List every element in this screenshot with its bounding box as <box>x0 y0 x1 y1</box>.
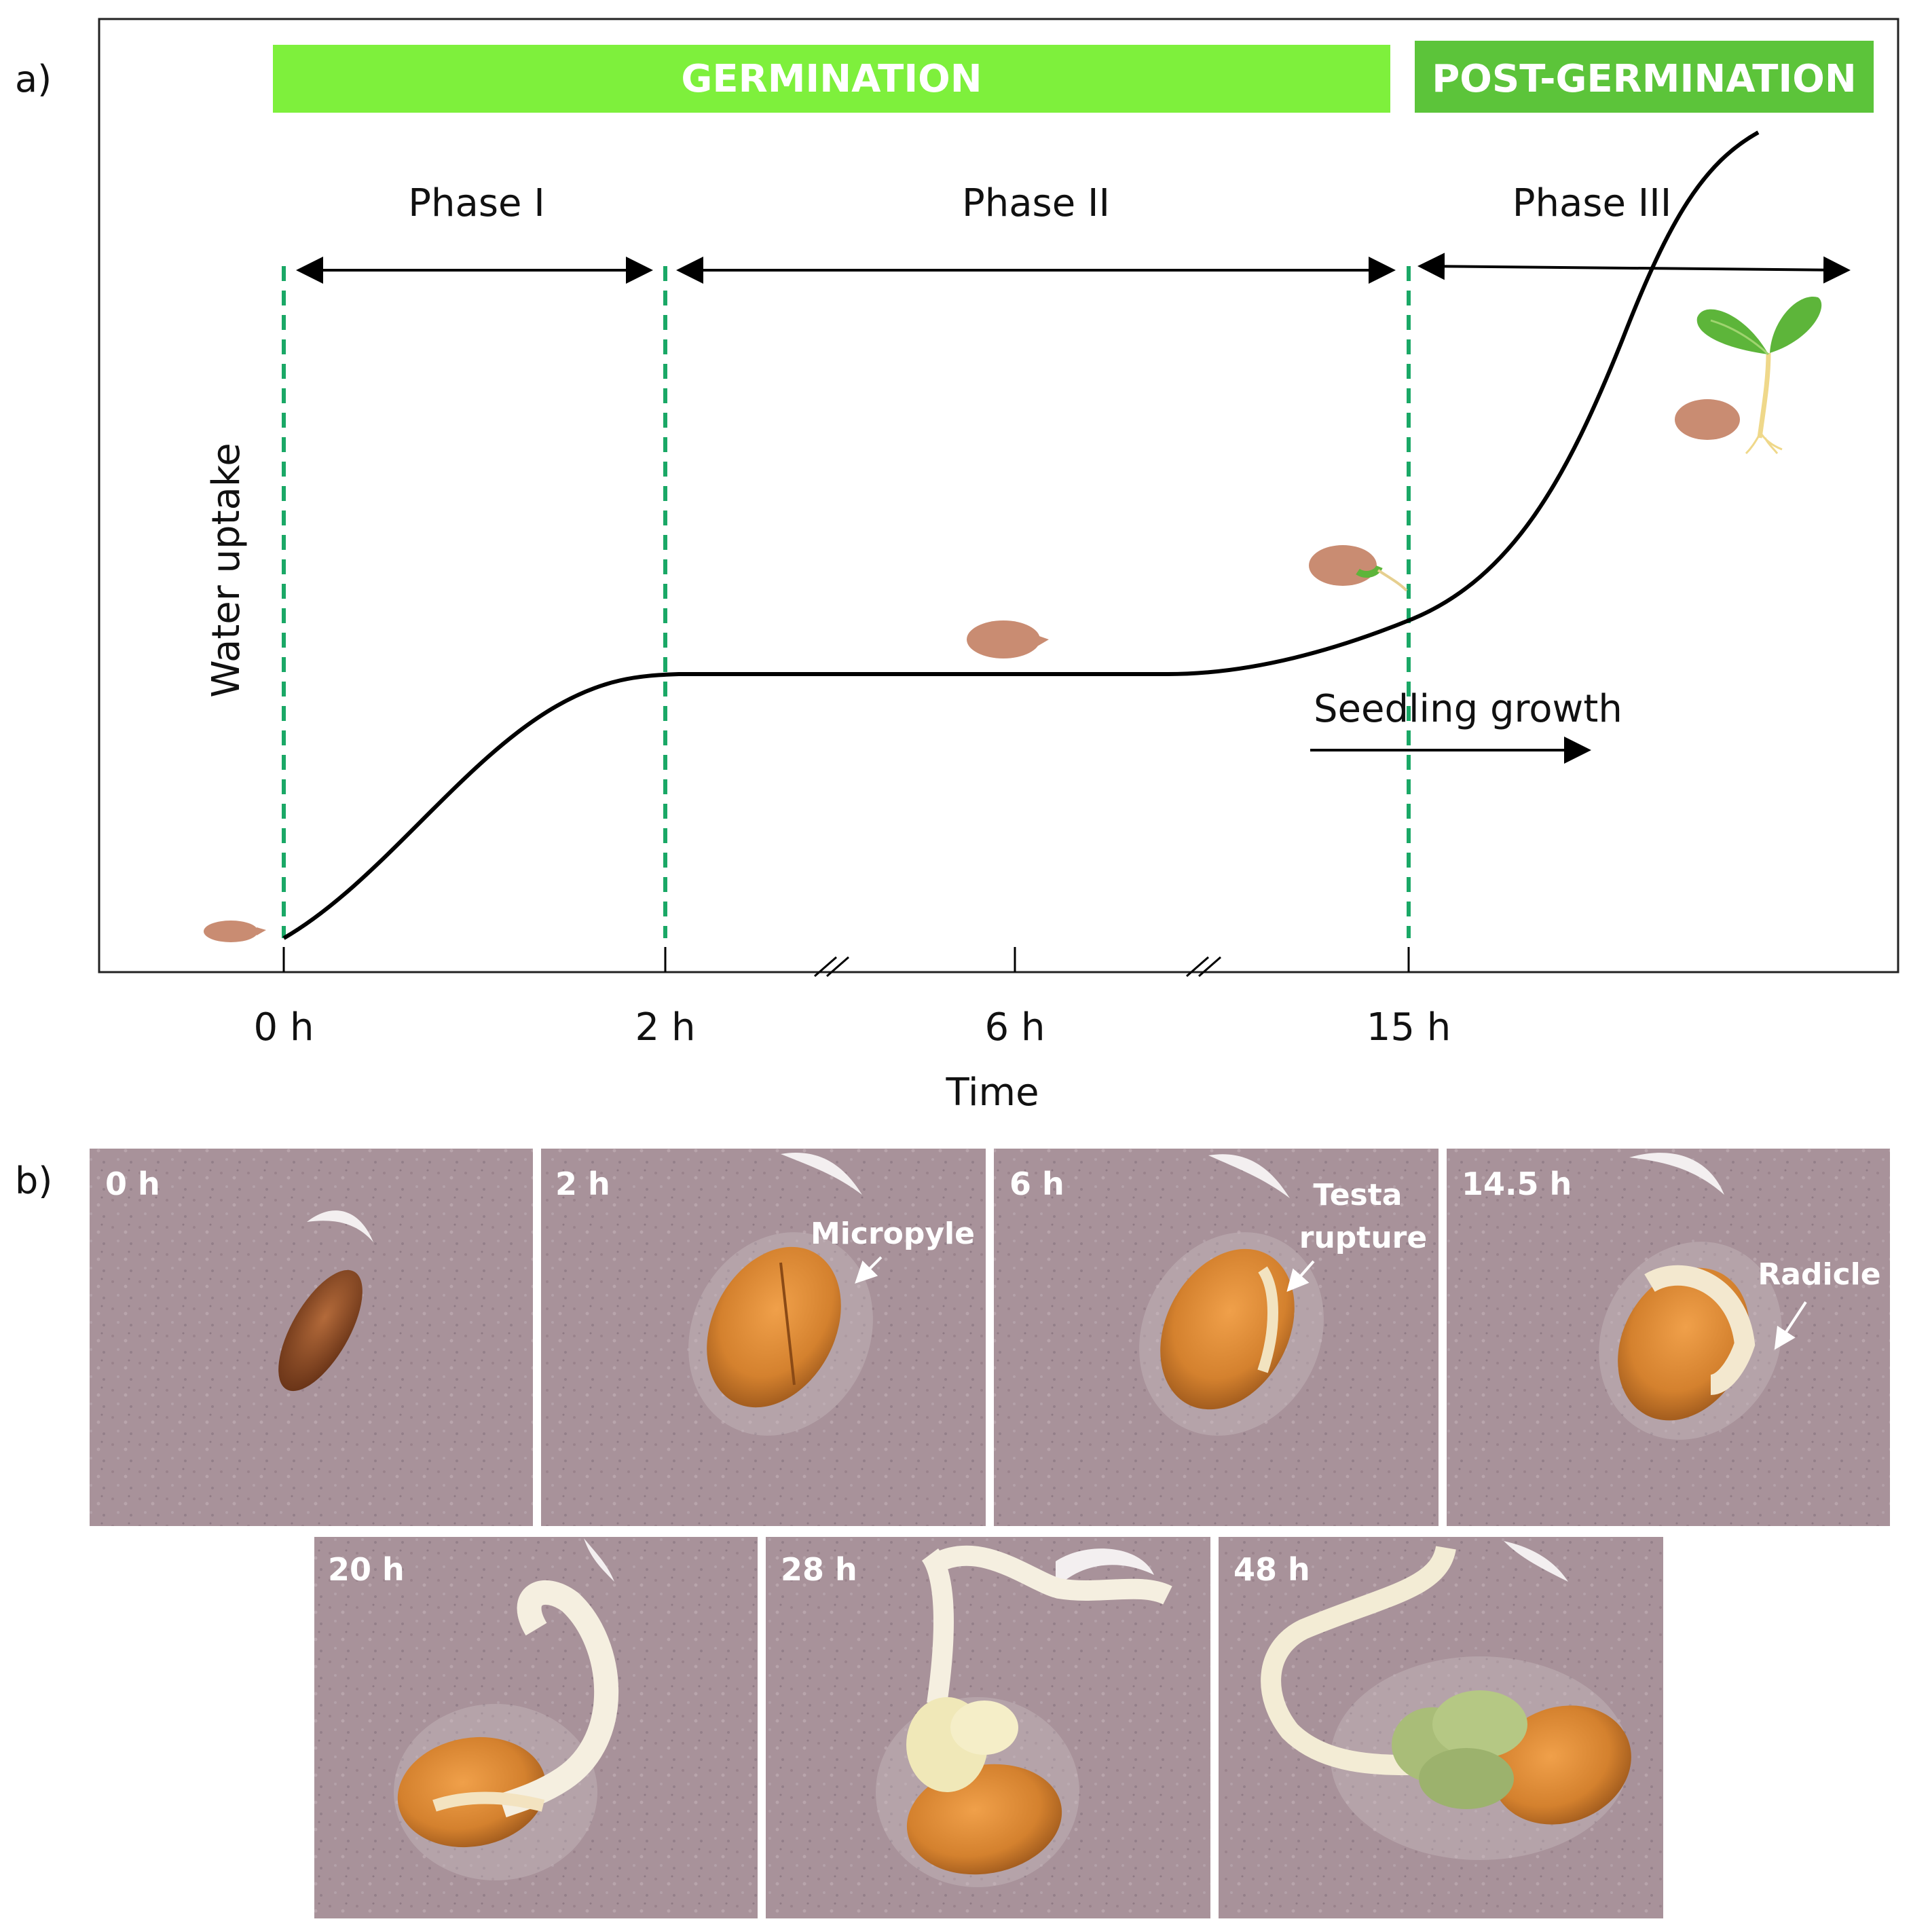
photo-0h-time: 0 h <box>105 1166 160 1202</box>
seed-imbibed-icon <box>967 620 1049 658</box>
photo-14-5h-time: 14.5 h <box>1462 1166 1572 1202</box>
seed-radicle-icon <box>1309 545 1408 592</box>
rupture-label: rupture <box>1299 1221 1427 1255</box>
banner-germination <box>270 42 1393 115</box>
photo-6h-time: 6 h <box>1009 1166 1064 1202</box>
photo-28h-time: 28 h <box>781 1551 857 1588</box>
banner-post-germination <box>1412 38 1876 115</box>
photo-6h: 6 h Testa rupture <box>994 1149 1439 1526</box>
panel-a-frame <box>98 18 1899 973</box>
seedling-icon <box>1675 296 1822 455</box>
radicle-arrow <box>1774 1301 1807 1350</box>
panel-a-label: a) <box>15 58 52 100</box>
photo-14-5h: 14.5 h Radicle <box>1447 1149 1890 1526</box>
photo-20h: 20 h <box>314 1537 758 1918</box>
photo-0h: 0 h <box>90 1149 533 1526</box>
panel-b-label: b) <box>15 1159 52 1202</box>
photo-48h: 48 h <box>1219 1537 1663 1918</box>
tick-label-0h: 0 h <box>254 1005 314 1049</box>
tick-label-15h: 15 h <box>1367 1005 1451 1049</box>
phase-2-label: Phase II <box>962 181 1110 225</box>
photo-20h-time: 20 h <box>328 1551 405 1588</box>
micropyle-label: Micropyle <box>811 1216 975 1251</box>
photo-28h: 28 h <box>766 1537 1210 1918</box>
photo-48h-time: 48 h <box>1233 1551 1310 1588</box>
banner-post-germination-text: POST-GERMINATION <box>1432 57 1856 101</box>
tick-label-2h: 2 h <box>635 1005 696 1049</box>
water-uptake-curve <box>282 130 1760 940</box>
radicle-label: Radicle <box>1758 1257 1880 1292</box>
testa-rupture-arrow <box>1286 1260 1315 1293</box>
y-axis-label: Water uptake <box>204 443 248 698</box>
phase-3-arrow <box>1417 253 1851 284</box>
phase-3-label: Phase III <box>1513 181 1672 225</box>
testa-label: Testa <box>1314 1178 1403 1212</box>
seed-dry-icon <box>204 921 266 942</box>
tick-label-6h: 6 h <box>985 1005 1045 1049</box>
phase-1-label: Phase I <box>408 181 545 225</box>
seedling-growth-label: Seedling growth <box>1314 687 1622 731</box>
axis-break-1 <box>814 956 849 978</box>
axis-break-2 <box>1186 956 1221 978</box>
photo-2h-time: 2 h <box>555 1166 610 1202</box>
photo-2h: 2 h Micropyle <box>541 1149 986 1526</box>
x-axis-label: Time <box>945 1071 1039 1115</box>
banner-germination-text: GERMINATION <box>681 57 982 101</box>
micropyle-arrow <box>855 1256 883 1284</box>
